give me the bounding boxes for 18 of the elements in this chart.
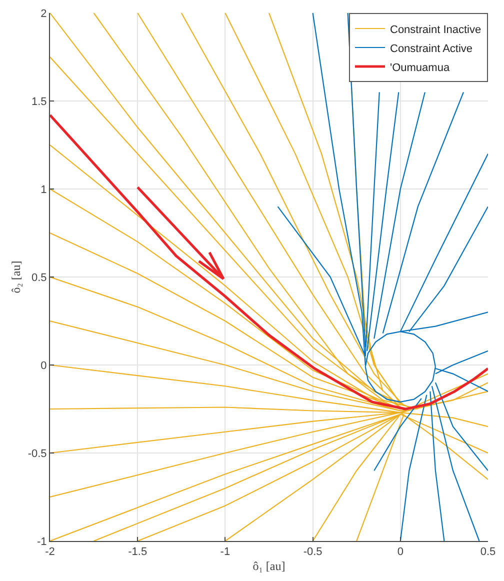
y-tick-label: 2 <box>40 8 47 20</box>
legend-label: 'Oumuamua <box>390 62 450 74</box>
y-tick-label: 1 <box>40 184 47 196</box>
y-tick-label: 1.5 <box>32 96 47 108</box>
y-tick-label: -1 <box>37 536 47 548</box>
x-tick-label: -2 <box>45 546 55 558</box>
x-tick-label: -1 <box>220 546 230 558</box>
y-axis-title: ô₂ [au] <box>9 260 24 294</box>
x-tick-label: -1.5 <box>128 546 148 558</box>
legend-label: Constraint Active <box>390 42 473 55</box>
x-tick-label: 0.5 <box>480 546 496 558</box>
legend-label: Constraint Inactive <box>390 24 482 36</box>
y-tick-label: -0.5 <box>28 448 47 460</box>
x-axis-title: ô₁ [au] <box>252 559 286 574</box>
y-tick-label: 0.5 <box>32 272 47 284</box>
x-tick-label: -0.5 <box>303 546 322 558</box>
y-tick-label: 0 <box>40 360 47 372</box>
x-tick-label: 0 <box>397 546 404 558</box>
